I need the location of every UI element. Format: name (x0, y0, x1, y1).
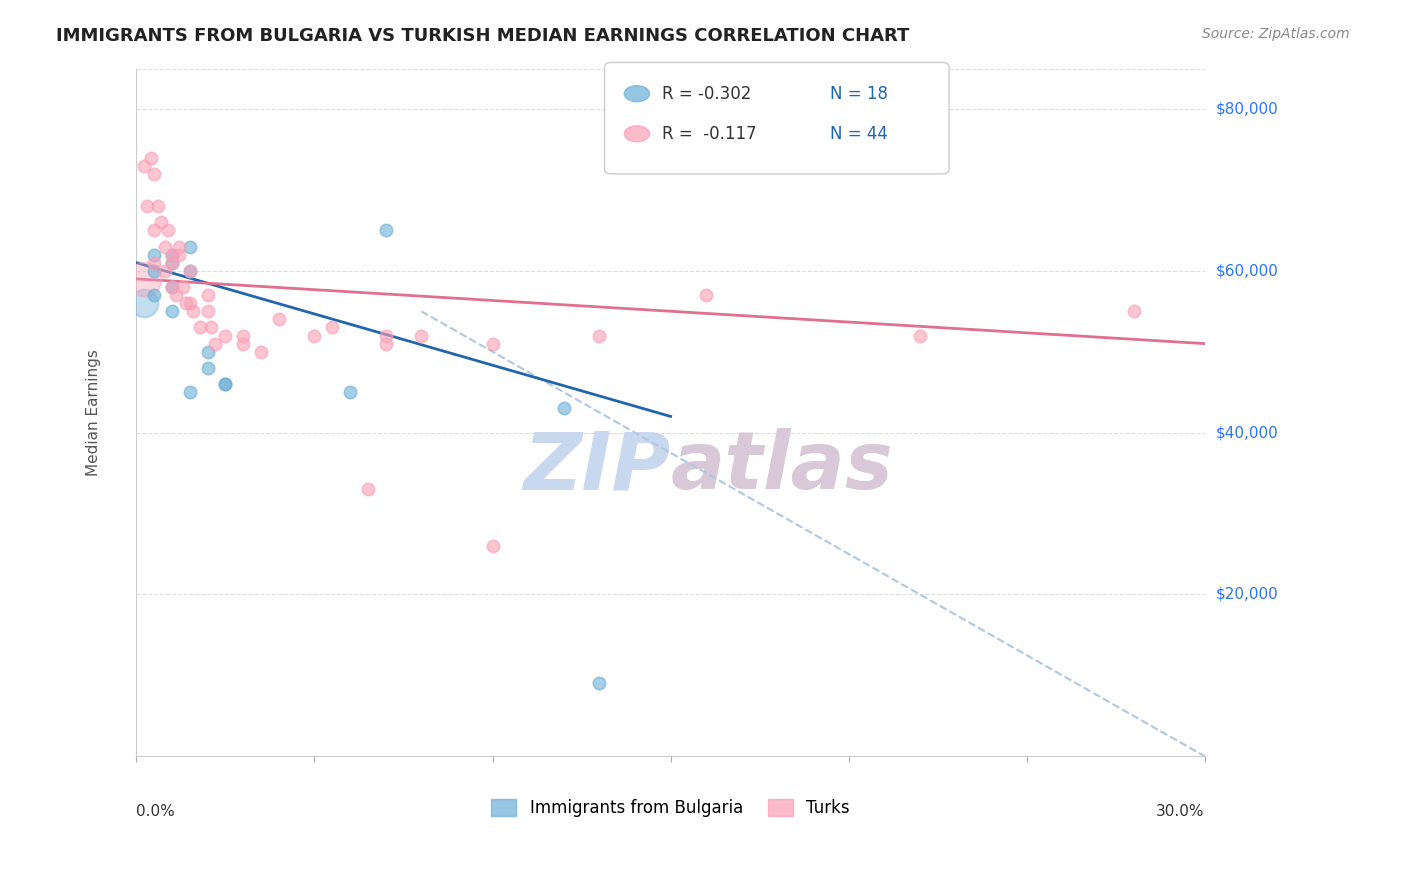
Point (339, 385, 361, 400)
Point (167, 247, 190, 261)
Point (160, 247, 183, 261)
Point (143, 264, 166, 278)
Point (179, 264, 201, 278)
Point (197, 344, 219, 359)
Point (321, 320, 343, 334)
Point (183, 304, 205, 318)
Point (481, 336, 503, 351)
Text: $60,000: $60,000 (1215, 263, 1278, 278)
Point (481, 539, 503, 553)
Point (357, 482, 380, 496)
Text: N = 44: N = 44 (830, 125, 887, 143)
Point (157, 223, 180, 237)
Point (143, 256, 166, 270)
Point (160, 247, 183, 261)
Point (214, 377, 236, 392)
Point (197, 304, 219, 318)
Point (143, 167, 166, 181)
Point (908, 328, 931, 343)
Point (172, 280, 194, 294)
Point (179, 296, 201, 310)
Point (165, 288, 187, 302)
Point (150, 215, 173, 229)
Point (136, 199, 159, 213)
Text: $20,000: $20,000 (1215, 587, 1278, 602)
Point (374, 328, 396, 343)
Text: $80,000: $80,000 (1215, 102, 1278, 117)
Point (695, 288, 717, 302)
Point (553, 401, 575, 416)
Point (190, 320, 212, 334)
Text: N = 18: N = 18 (830, 85, 887, 103)
Point (588, 676, 610, 690)
Legend: Immigrants from Bulgaria, Turks: Immigrants from Bulgaria, Turks (485, 792, 856, 823)
Point (174, 296, 197, 310)
Text: 30.0%: 30.0% (1156, 805, 1205, 820)
Text: IMMIGRANTS FROM BULGARIA VS TURKISH MEDIAN EARNINGS CORRELATION CHART: IMMIGRANTS FROM BULGARIA VS TURKISH MEDI… (56, 27, 910, 45)
Point (143, 288, 166, 302)
Point (160, 280, 183, 294)
Text: ZIP: ZIP (523, 428, 671, 507)
Point (132, 272, 155, 286)
Text: Median Earnings: Median Earnings (86, 349, 101, 475)
Point (143, 247, 166, 261)
Point (411, 328, 433, 343)
Point (146, 199, 169, 213)
Point (1122, 304, 1144, 318)
Point (200, 320, 222, 334)
Point (250, 344, 273, 359)
Point (153, 264, 176, 278)
Point (204, 336, 226, 351)
Text: R = -0.302: R = -0.302 (662, 85, 752, 103)
Point (374, 336, 396, 351)
Point (143, 223, 166, 237)
Text: 0.0%: 0.0% (136, 805, 176, 820)
Point (304, 328, 326, 343)
Point (232, 328, 254, 343)
Text: $40,000: $40,000 (1215, 425, 1278, 440)
Point (167, 239, 190, 253)
Point (132, 296, 155, 310)
Point (197, 288, 219, 302)
Point (132, 159, 155, 173)
Point (374, 223, 396, 237)
Text: atlas: atlas (671, 428, 893, 507)
Point (139, 151, 162, 165)
Point (179, 385, 201, 400)
Point (160, 280, 183, 294)
Point (160, 304, 183, 318)
Text: R =  -0.117: R = -0.117 (662, 125, 756, 143)
Point (160, 256, 183, 270)
Point (214, 377, 236, 392)
Point (179, 264, 201, 278)
Point (197, 360, 219, 375)
Point (153, 239, 176, 253)
Point (214, 328, 236, 343)
Point (160, 256, 183, 270)
Point (179, 239, 201, 253)
Point (267, 312, 290, 326)
Point (232, 336, 254, 351)
Point (588, 328, 610, 343)
Text: Source: ZipAtlas.com: Source: ZipAtlas.com (1202, 27, 1350, 41)
